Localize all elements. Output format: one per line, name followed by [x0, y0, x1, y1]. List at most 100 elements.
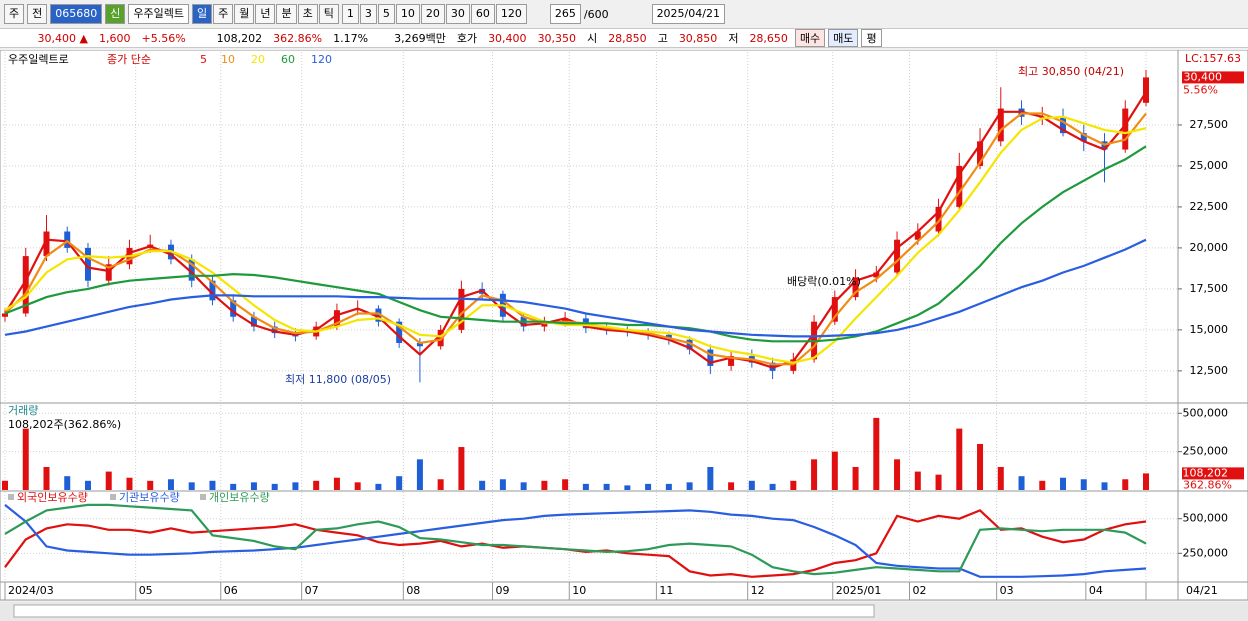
lc-label: LC:157.63	[1185, 52, 1241, 65]
ask-label: 호가	[456, 32, 478, 45]
legend-swatch	[200, 494, 206, 500]
candle-body	[728, 356, 735, 366]
interval-button[interactable]: 10	[395, 4, 420, 24]
legend-item: 개인보유수량	[209, 491, 270, 504]
y-tick-label: 500,000	[1183, 406, 1229, 419]
x-tick-label: 03	[1000, 584, 1014, 597]
date-input[interactable]: 2025/04/21	[651, 4, 725, 24]
bid: 30,350	[537, 31, 577, 45]
volume-bar	[624, 485, 631, 490]
low-annotation: 최저 11,800 (08/05)	[285, 373, 391, 386]
period-button[interactable]: 초	[297, 4, 318, 24]
stock-name[interactable]: 우주일렉트	[128, 4, 189, 24]
count-max: /600	[583, 7, 609, 21]
candle-body	[562, 318, 569, 322]
volume-bar	[852, 466, 859, 490]
period-button[interactable]: 틱	[318, 4, 339, 24]
y-tick-label: 500,000	[1183, 512, 1229, 525]
legend-item: 120	[311, 53, 332, 66]
avg-button[interactable]: 평	[861, 29, 882, 47]
volume-bar	[769, 483, 776, 490]
y-tick-label: 25,000	[1190, 159, 1229, 172]
candle-body	[1143, 77, 1149, 103]
candle-body	[84, 247, 91, 281]
volume-bar	[1101, 482, 1108, 490]
interval-button[interactable]: 120	[495, 4, 527, 24]
volume-bar	[271, 483, 278, 490]
interval-button[interactable]: 1	[341, 4, 359, 24]
volume-bar	[520, 482, 527, 490]
candle-body	[64, 231, 71, 248]
volume-bar	[43, 466, 50, 490]
volume-bar	[1060, 477, 1067, 490]
period-button[interactable]: 일	[191, 4, 213, 24]
line-series	[4, 503, 1147, 576]
x-tick-label: 10	[572, 584, 586, 597]
volume-bar	[603, 483, 610, 490]
volume-bar	[209, 480, 216, 490]
candle-body	[105, 264, 112, 281]
period-button[interactable]: 분	[276, 4, 297, 24]
candle-body	[831, 297, 838, 322]
interval-button[interactable]: 5	[377, 4, 395, 24]
candle-body	[914, 231, 921, 240]
last-volume-change: 362.86%	[1183, 478, 1232, 491]
volume-bar	[188, 482, 195, 490]
candle-body	[416, 342, 423, 347]
volume-bar	[1143, 473, 1149, 490]
volume-bar	[147, 480, 154, 490]
y-tick-label: 17,500	[1190, 282, 1229, 295]
volume-bar	[333, 477, 340, 490]
high-label: 고	[657, 32, 668, 45]
candle-body	[707, 349, 714, 366]
candle-body	[894, 239, 901, 273]
scroll-thumb[interactable]	[13, 604, 875, 618]
volume-bar	[1080, 479, 1087, 490]
badge: 신	[105, 4, 126, 24]
buy-button[interactable]: 매수	[794, 29, 826, 47]
sell-button[interactable]: 매도	[828, 29, 859, 47]
candle-body	[686, 339, 693, 350]
scope-button[interactable]: 전	[27, 4, 48, 24]
x-tick-label: 08	[406, 584, 420, 597]
volume-bar	[64, 476, 71, 490]
volume-bar	[479, 480, 486, 490]
interval-button[interactable]: 20	[420, 4, 445, 24]
line-series	[4, 238, 1147, 338]
market-select[interactable]: 주	[4, 4, 25, 24]
period-button[interactable]: 년	[255, 4, 276, 24]
line-series	[4, 145, 1147, 343]
volume-bar	[416, 459, 423, 490]
candle-body	[1060, 116, 1067, 134]
legend-item: 20	[251, 53, 265, 66]
legend-item: 60	[281, 53, 295, 66]
code-input[interactable]: 065680	[50, 4, 103, 24]
legend-swatch	[110, 494, 116, 500]
candle-body	[271, 326, 278, 334]
volume-bar	[831, 451, 838, 490]
period-button[interactable]: 주	[213, 4, 234, 24]
volume-bar	[894, 459, 901, 490]
open: 28,850	[608, 31, 647, 45]
period-button[interactable]: 월	[234, 4, 255, 24]
candle-body	[458, 288, 465, 330]
volume-bar	[313, 480, 320, 490]
volume-bar	[250, 482, 257, 490]
volume-bar	[354, 482, 361, 490]
volume-ratio: 362.86%	[273, 31, 323, 45]
y-tick-label: 27,500	[1190, 118, 1229, 131]
volume-bar	[292, 482, 299, 490]
count-input[interactable]: 265	[549, 4, 581, 24]
interval-button[interactable]: 3	[359, 4, 377, 24]
volume-bar	[499, 479, 506, 490]
candle-body	[396, 321, 403, 343]
interval-button[interactable]: 30	[445, 4, 470, 24]
candle-body	[188, 259, 195, 281]
axis-area	[1177, 50, 1248, 601]
interval-button[interactable]: 60	[470, 4, 495, 24]
volume-bar	[562, 479, 569, 490]
y-tick-label: 250,000	[1183, 445, 1229, 458]
candle-body	[250, 316, 257, 327]
open-label: 시	[587, 32, 598, 45]
